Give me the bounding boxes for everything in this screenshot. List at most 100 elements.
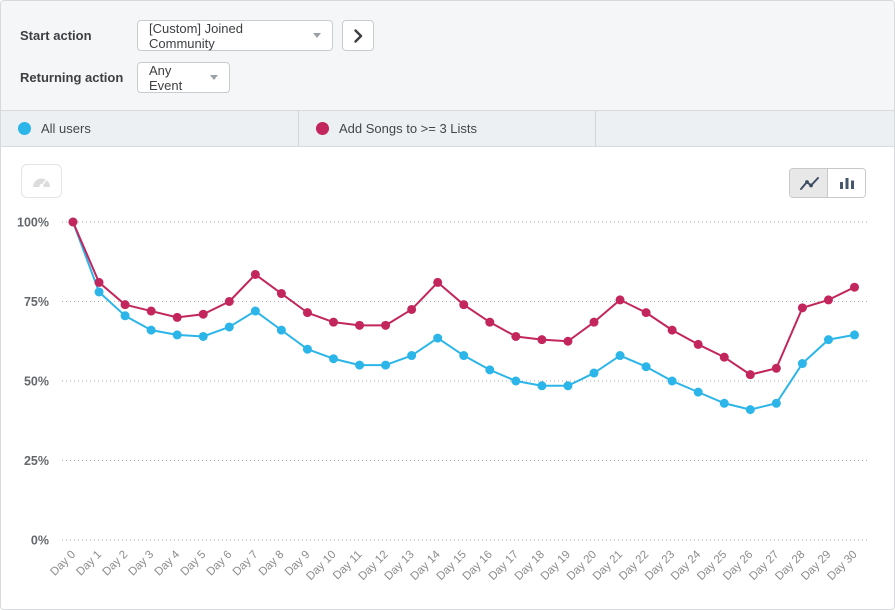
data-point [850, 282, 859, 292]
data-point [641, 308, 651, 318]
chart-panel: 100% 75% 50% 25% 0% Day 0 Day 1 Day 2 Day 3 Day 4… [1, 147, 894, 609]
returning-action-label: Returning action [20, 70, 124, 85]
x-tick-label: Day 6 [205, 549, 235, 579]
x-tick-label: Day 3 [127, 549, 157, 579]
data-point [433, 277, 443, 287]
data-point [302, 308, 312, 318]
returning-action-dropdown[interactable]: Any Event [137, 62, 230, 93]
bar-chart-icon [839, 178, 854, 189]
data-point [302, 344, 312, 354]
series-dot-all-users [18, 122, 31, 135]
data-point [224, 297, 234, 306]
data-point [224, 322, 234, 332]
x-tick-label: Day 4 [153, 548, 183, 578]
data-point [719, 352, 729, 362]
data-point [459, 300, 469, 310]
bar-chart-toggle-button[interactable] [827, 169, 865, 197]
x-tick-label: Day 2 [100, 549, 130, 579]
x-tick-label: Day 1 [74, 549, 104, 579]
y-tick-label: 50% [24, 375, 49, 389]
data-point [511, 376, 521, 386]
line-chart-toggle-button[interactable] [790, 169, 827, 197]
data-point [563, 336, 573, 346]
data-point [537, 335, 547, 345]
start-action-value: [Custom] Joined Community [149, 20, 243, 51]
data-point [693, 387, 703, 397]
data-point [641, 362, 651, 372]
data-point [745, 405, 755, 415]
chevron-right-icon [353, 28, 362, 43]
data-point [407, 351, 417, 361]
data-point [355, 320, 365, 330]
data-point [355, 360, 365, 370]
data-point [276, 325, 286, 335]
data-point [823, 295, 833, 305]
start-action-label: Start action [20, 28, 92, 43]
y-tick-label: 25% [24, 454, 49, 468]
data-point [68, 217, 78, 227]
legend-item-add-songs[interactable]: Add Songs to >= 3 Lists [299, 111, 596, 146]
data-point [198, 309, 208, 319]
data-point [693, 339, 703, 349]
x-tick-label: Day 5 [179, 549, 209, 579]
data-point [563, 381, 573, 391]
data-point [589, 368, 599, 378]
data-point [615, 351, 625, 361]
legend-empty-cell [596, 111, 894, 146]
data-point [198, 331, 208, 341]
data-point [537, 381, 547, 391]
gauge-button[interactable] [21, 164, 62, 198]
data-point [797, 303, 807, 313]
legend-label: Add Songs to >= 3 Lists [339, 121, 478, 136]
data-point [381, 320, 391, 330]
data-point [120, 300, 130, 310]
x-tick-label: Day 7 [231, 549, 261, 579]
data-point [329, 317, 338, 327]
data-point [433, 333, 443, 343]
legend-item-all-users[interactable]: All users [1, 111, 299, 146]
data-point [329, 354, 338, 364]
data-point [172, 312, 182, 322]
data-point [250, 306, 260, 316]
next-step-button[interactable] [342, 20, 374, 51]
data-point [120, 311, 130, 321]
data-point [797, 359, 807, 369]
data-point [407, 304, 417, 314]
chevron-down-icon [210, 75, 218, 80]
y-tick-label: 75% [24, 295, 49, 309]
data-point [667, 376, 677, 386]
data-point [172, 330, 182, 340]
data-point [276, 289, 286, 299]
x-tick-label: Day 30 [825, 549, 859, 583]
data-point [485, 365, 495, 375]
x-tick-label: Day 0 [48, 549, 78, 579]
data-point [511, 331, 521, 341]
data-point [589, 317, 599, 327]
data-point [250, 269, 260, 279]
chart-type-toggle [789, 168, 866, 198]
report-header: Start action [Custom] Joined Community R… [1, 1, 894, 110]
data-point [146, 325, 156, 335]
legend-bar: All users Add Songs to >= 3 Lists [1, 110, 894, 147]
chevron-down-icon [313, 33, 321, 38]
data-point [94, 277, 104, 287]
data-point [146, 306, 156, 316]
y-tick-label: 100% [17, 216, 49, 230]
data-point [823, 335, 833, 345]
start-action-dropdown[interactable]: [Custom] Joined Community [137, 20, 333, 51]
data-point [771, 363, 781, 373]
data-point [771, 398, 781, 408]
gauge-icon [33, 178, 50, 188]
series-dot-add-songs [316, 122, 329, 135]
data-point [381, 360, 391, 370]
y-tick-label: 0% [31, 534, 49, 548]
data-point [667, 325, 677, 335]
data-point [850, 330, 859, 340]
x-tick-label: Day 10 [304, 549, 338, 583]
legend-label: All users [41, 121, 91, 136]
data-point [459, 351, 469, 361]
data-point [94, 287, 104, 297]
x-tick-label: Day 8 [257, 549, 287, 579]
